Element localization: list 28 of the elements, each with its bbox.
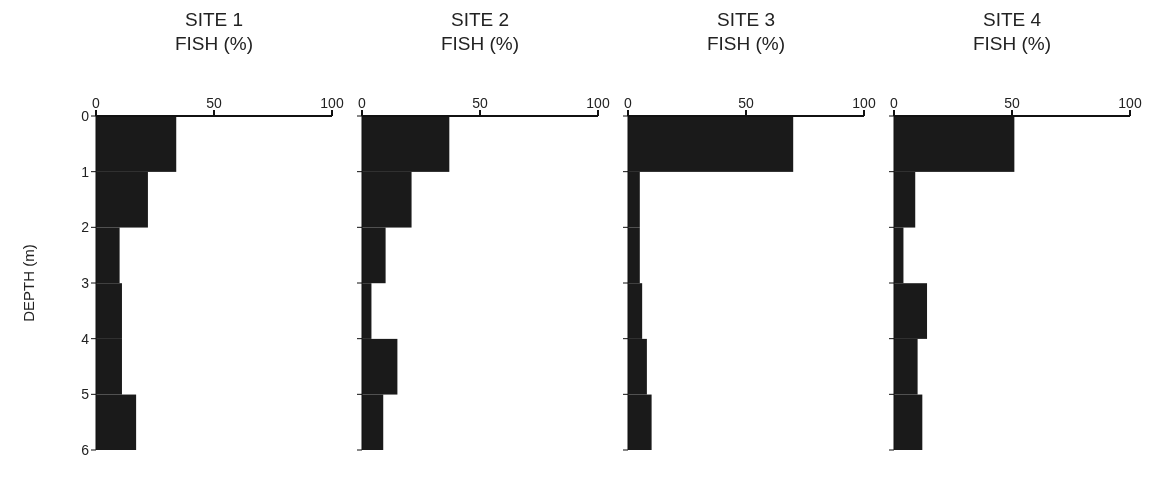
x-tick-label: 50 (472, 95, 488, 111)
x-tick-label: 100 (320, 95, 344, 111)
x-tick-label: 50 (206, 95, 222, 111)
x-tick-label: 0 (624, 95, 633, 111)
x-tick-label: 0 (92, 95, 101, 111)
y-tick-label: 0 (81, 107, 90, 124)
x-tick-label: 100 (1118, 95, 1142, 111)
x-axis-title: FISH (%) (173, 32, 255, 56)
y-tick-label: 5 (81, 386, 90, 403)
chart-title: SITE 3 (715, 8, 777, 32)
x-tick-label: 100 (586, 95, 610, 111)
y-tick-label: 2 (81, 219, 90, 236)
x-tick-label: 100 (852, 95, 876, 111)
chart-title: SITE 4 (981, 8, 1043, 32)
chart-title: SITE 2 (449, 8, 511, 32)
x-axis-title: FISH (%) (971, 32, 1053, 56)
x-tick-label: 0 (358, 95, 367, 111)
x-tick-label: 50 (1004, 95, 1020, 111)
x-tick-label: 0 (890, 95, 899, 111)
x-axis-title: FISH (%) (439, 32, 521, 56)
y-tick-label: 4 (81, 330, 90, 347)
x-axis-title: FISH (%) (705, 32, 787, 56)
y-tick-label: 3 (81, 274, 90, 291)
chart-title: SITE 1 (183, 8, 245, 32)
x-tick-label: 50 (738, 95, 754, 111)
y-tick-label: 6 (81, 441, 90, 458)
y-axis-title: DEPTH (m) (19, 244, 37, 322)
y-tick-label: 1 (81, 163, 90, 180)
